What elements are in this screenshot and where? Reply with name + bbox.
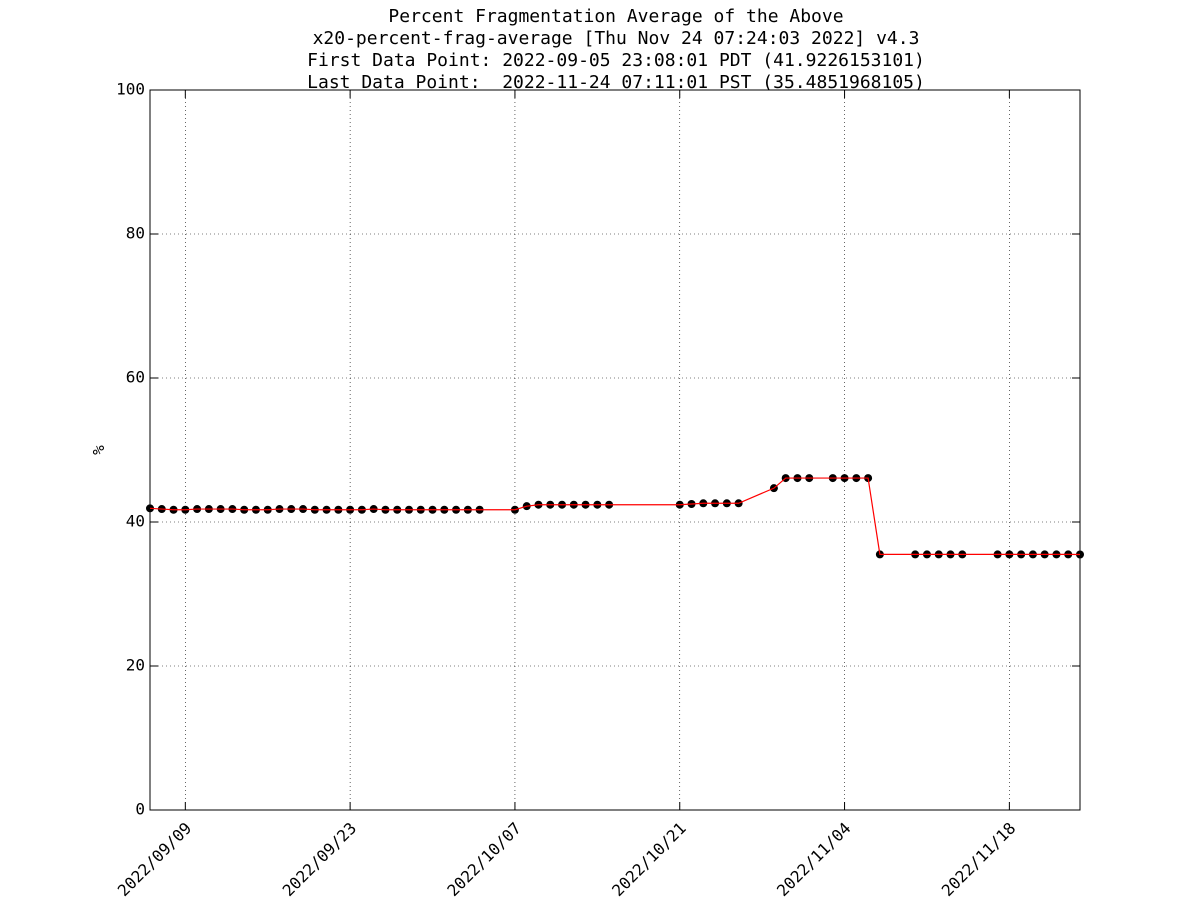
y-axis-label: % — [89, 445, 108, 455]
data-line — [149, 477, 1081, 556]
chart-title: First Data Point: 2022-09-05 23:08:01 PD… — [307, 50, 925, 71]
y-tick-label: 100 — [116, 80, 145, 99]
chart-title: x20-percent-frag-average [Thu Nov 24 07:… — [313, 28, 920, 49]
y-tick-label: 80 — [126, 224, 145, 243]
chart-title: Percent Fragmentation Average of the Abo… — [388, 6, 843, 27]
chart-title: Last Data Point: 2022-11-24 07:11:01 PST… — [307, 72, 925, 93]
plot-frame — [149, 89, 1081, 811]
y-tick-label: 0 — [135, 800, 145, 819]
y-tick-label: 40 — [126, 512, 145, 531]
titles: Percent Fragmentation Average of the Abo… — [307, 6, 925, 93]
y-tick-label: 20 — [126, 656, 145, 675]
y-tick-label: 60 — [126, 368, 145, 387]
